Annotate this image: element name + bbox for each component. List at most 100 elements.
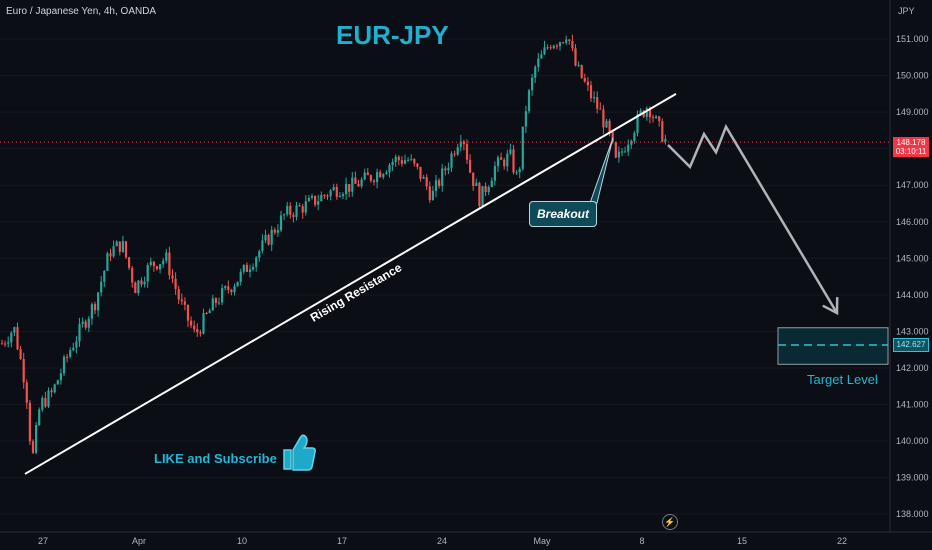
candle-body bbox=[543, 47, 546, 55]
candle-body bbox=[651, 117, 655, 119]
candle-body bbox=[571, 40, 574, 49]
candle-body bbox=[326, 195, 329, 197]
projection-arrowhead bbox=[822, 297, 839, 316]
candle-body bbox=[317, 201, 320, 205]
candle-body bbox=[183, 301, 186, 305]
candle-body bbox=[403, 160, 407, 164]
candle-body bbox=[407, 159, 410, 161]
candle-body bbox=[165, 252, 168, 261]
candle-body bbox=[31, 441, 35, 453]
candle-body bbox=[261, 240, 264, 252]
candle-body bbox=[397, 156, 400, 161]
candle-body bbox=[465, 144, 469, 160]
lightning-icon[interactable]: ⚡ bbox=[662, 514, 678, 530]
candle-body bbox=[534, 66, 537, 78]
candle-body bbox=[112, 246, 115, 257]
candle-body bbox=[586, 81, 589, 86]
candle-body bbox=[13, 327, 16, 333]
candle-body bbox=[106, 253, 109, 271]
candle-body bbox=[518, 168, 521, 173]
y-tick-label: 141.000 bbox=[896, 400, 929, 410]
candle-body bbox=[577, 64, 580, 66]
candle-body bbox=[270, 229, 273, 245]
candle-body bbox=[10, 332, 13, 343]
bar-countdown: 03:10:11 bbox=[895, 147, 927, 156]
candle-body bbox=[639, 110, 642, 115]
candle-body bbox=[434, 180, 438, 192]
candle-body bbox=[487, 187, 490, 193]
candle-body bbox=[118, 241, 121, 252]
candle-body bbox=[351, 177, 354, 192]
candle-body bbox=[28, 402, 31, 442]
x-tick-label: 8 bbox=[639, 536, 644, 546]
candle-body bbox=[515, 172, 518, 174]
candle-body bbox=[400, 160, 403, 164]
current-price-value: 148.178 bbox=[896, 138, 926, 147]
candle-body bbox=[335, 186, 338, 197]
candle-body bbox=[574, 48, 577, 66]
candle-body bbox=[205, 313, 208, 315]
candle-body bbox=[379, 172, 382, 178]
candle-body bbox=[180, 299, 183, 302]
candle-body bbox=[72, 347, 75, 351]
candle-body bbox=[66, 356, 69, 358]
candle-body bbox=[472, 172, 475, 186]
candle-body bbox=[568, 39, 571, 41]
candle-body bbox=[354, 177, 357, 184]
candle-body bbox=[431, 191, 434, 201]
candle-body bbox=[636, 114, 639, 133]
candle-body bbox=[267, 234, 270, 245]
candle-body bbox=[562, 42, 565, 44]
candle-body bbox=[360, 179, 363, 187]
candle-body bbox=[143, 281, 146, 285]
candle-body bbox=[214, 298, 217, 304]
candle-body bbox=[53, 384, 56, 393]
candle-body bbox=[227, 286, 230, 290]
candle-body bbox=[252, 266, 255, 270]
candle-body bbox=[602, 109, 605, 128]
candle-body bbox=[124, 241, 128, 258]
candle-body bbox=[614, 142, 617, 158]
candle-body bbox=[75, 341, 78, 348]
drawings[interactable]: Rising Resistance bbox=[0, 92, 890, 475]
y-tick-label: 146.000 bbox=[896, 217, 929, 227]
candle-body bbox=[531, 77, 534, 91]
candle-body bbox=[221, 288, 224, 303]
candle-body bbox=[453, 153, 456, 155]
breakout-callout[interactable]: Breakout bbox=[529, 201, 597, 227]
candle-body bbox=[84, 321, 87, 328]
y-tick-label: 144.000 bbox=[896, 290, 929, 300]
candle-body bbox=[171, 275, 174, 279]
breakout-pointer bbox=[589, 137, 614, 204]
candle-body bbox=[506, 153, 509, 167]
candle-body bbox=[208, 310, 211, 314]
candle-body bbox=[69, 350, 72, 357]
candle-body bbox=[217, 302, 221, 304]
candle-body bbox=[459, 141, 462, 148]
candle-body bbox=[620, 151, 624, 153]
candle-body bbox=[50, 390, 53, 393]
candle-body bbox=[655, 116, 658, 119]
candle-body bbox=[128, 257, 131, 268]
target-zone[interactable] bbox=[777, 327, 889, 365]
candle-body bbox=[174, 278, 177, 290]
rising-resistance-line bbox=[24, 92, 677, 475]
target-price-tag: 142.627 bbox=[893, 338, 929, 352]
candle-body bbox=[369, 175, 372, 181]
candle-body bbox=[524, 111, 527, 127]
candle-body bbox=[484, 186, 487, 193]
candle-body bbox=[493, 166, 496, 181]
candle-body bbox=[314, 195, 317, 205]
thumbs-up-icon bbox=[283, 434, 316, 471]
candle-body bbox=[664, 138, 667, 142]
candle-body bbox=[0, 343, 4, 345]
candle-body bbox=[224, 286, 227, 289]
candle-body bbox=[580, 64, 583, 79]
candle-body bbox=[121, 241, 124, 252]
candle-body bbox=[177, 289, 180, 300]
candle-body bbox=[295, 205, 298, 217]
y-tick-label: 145.000 bbox=[896, 253, 929, 263]
candle-body bbox=[512, 149, 515, 173]
candle-body bbox=[59, 373, 62, 381]
